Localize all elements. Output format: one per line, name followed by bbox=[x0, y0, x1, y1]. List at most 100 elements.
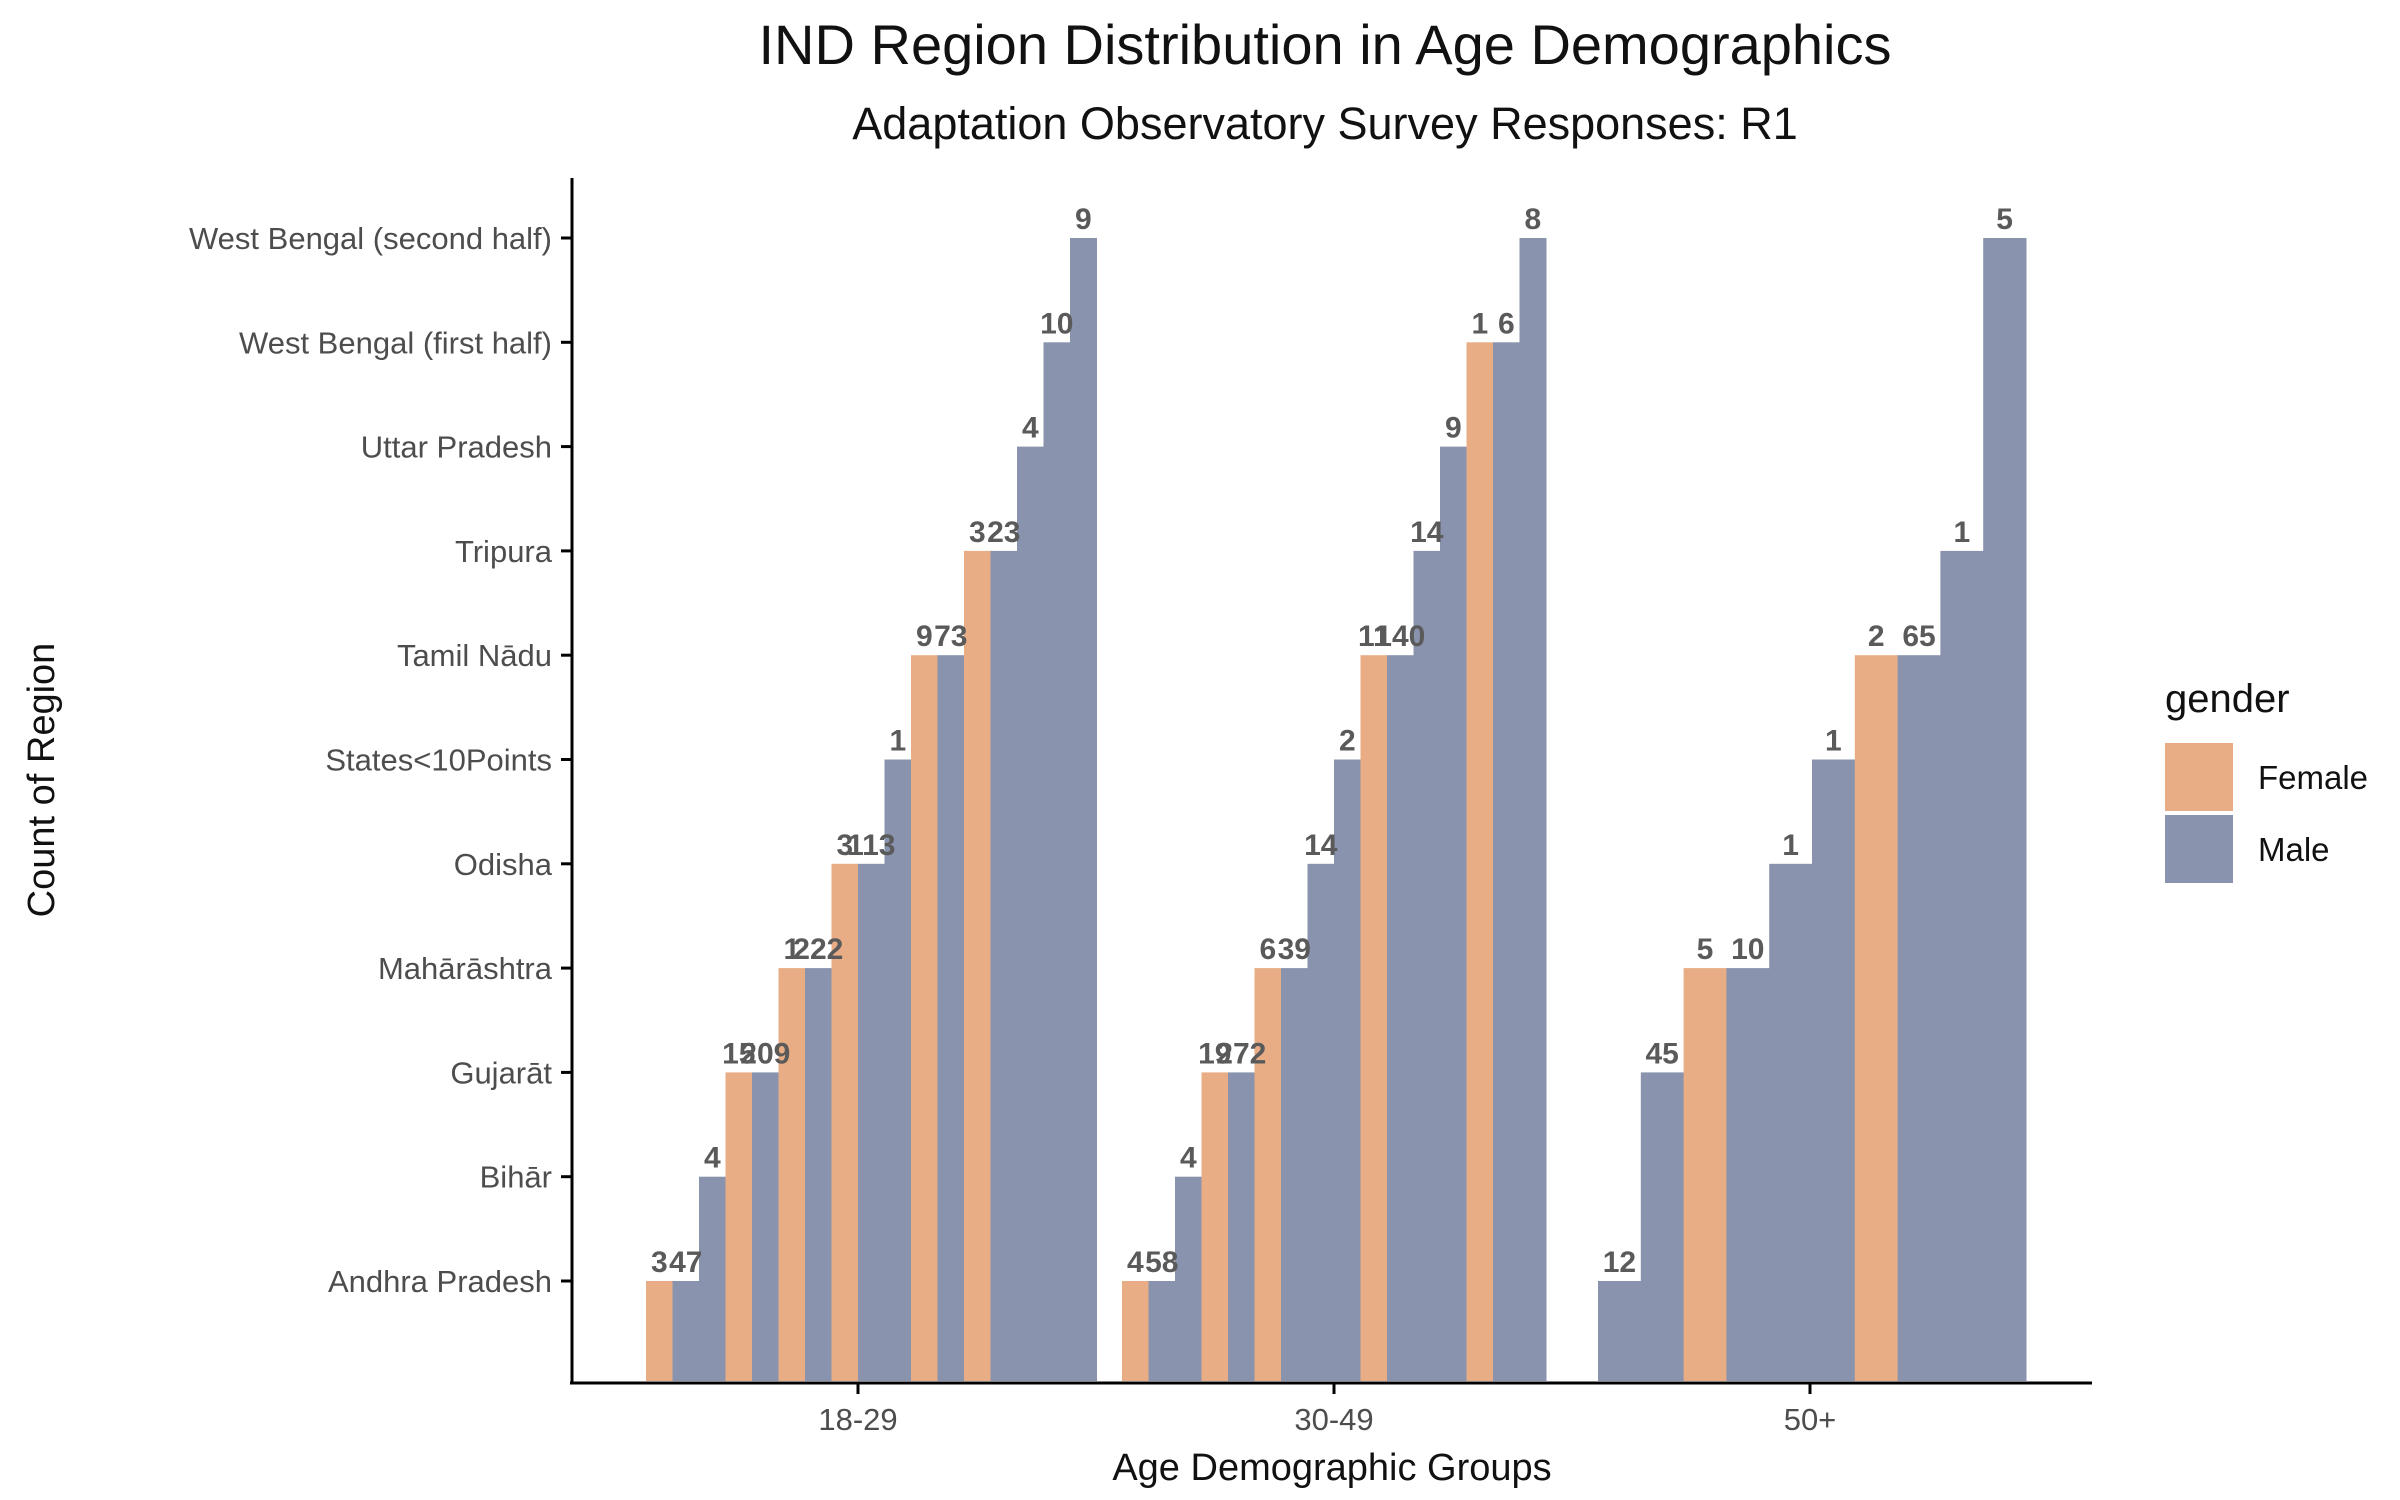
bar-18-29-gujar-t-female bbox=[725, 1072, 753, 1381]
bar-18-29-uttar-pradesh-male bbox=[1017, 446, 1044, 1382]
legend-swatch-female bbox=[2165, 743, 2233, 811]
bar-30-49-states-10points-male bbox=[1334, 759, 1361, 1381]
bar-30-49-west-bengal-first-half-male bbox=[1493, 342, 1520, 1381]
bar-18-29-tamil-n-du-male bbox=[937, 655, 965, 1381]
bar-label: 3 bbox=[969, 516, 986, 549]
bar-18-29-west-bengal-second-half-male bbox=[1070, 238, 1097, 1381]
chart-subtitle: Adaptation Observatory Survey Responses:… bbox=[852, 98, 1798, 149]
bars bbox=[646, 238, 2027, 1382]
y-tick-label-bih-r: Bihār bbox=[480, 1160, 552, 1195]
legend-label-male: Male bbox=[2258, 831, 2330, 868]
bar-18-29-mah-r-shtra-female bbox=[778, 968, 806, 1381]
bar-18-29-states-10points-male bbox=[884, 759, 912, 1381]
bar-label: 10 bbox=[1731, 933, 1764, 966]
bar-30-49-tamil-n-du-male bbox=[1387, 655, 1414, 1381]
bar-label: 113 bbox=[847, 829, 895, 862]
bar-label: 4 bbox=[704, 1142, 721, 1175]
bar-label: 8 bbox=[1524, 203, 1541, 236]
y-tick-label-west-bengal-first-half: West Bengal (first half) bbox=[239, 325, 552, 360]
bar-50-mah-r-shtra-female bbox=[1683, 968, 1727, 1381]
bar-label: 5 bbox=[1697, 933, 1714, 966]
bar-label: 23 bbox=[987, 516, 1020, 549]
bar-label: 3 bbox=[651, 1246, 668, 1279]
y-axis-title: Count of Region bbox=[21, 643, 63, 918]
x-tick-label-50: 50+ bbox=[1784, 1402, 1837, 1437]
x-tick-label-18-29: 18-29 bbox=[818, 1402, 897, 1437]
bar-18-29-mah-r-shtra-male bbox=[805, 968, 832, 1381]
legend-swatch-male bbox=[2165, 815, 2233, 883]
legend-title: gender bbox=[2165, 677, 2290, 721]
bar-label: 9 bbox=[1075, 203, 1092, 236]
bar-label: 140 bbox=[1375, 620, 1425, 653]
bar-label: 1 bbox=[1825, 725, 1842, 758]
bar-label: 6 bbox=[1259, 933, 1276, 966]
bar-18-29-odisha-male bbox=[858, 863, 885, 1381]
bar-50-tamil-n-du-female bbox=[1854, 655, 1899, 1381]
bar-label: 58 bbox=[1145, 1246, 1178, 1279]
bar-label: 272 bbox=[1216, 1037, 1266, 1070]
bar-50-mah-r-shtra-male bbox=[1726, 968, 1770, 1381]
bar-label: 11 bbox=[1358, 620, 1390, 653]
bar-30-49-mah-r-shtra-female bbox=[1254, 968, 1282, 1381]
y-tick-label-gujar-t: Gujarāt bbox=[450, 1055, 552, 1090]
bar-30-49-west-bengal-second-half-male bbox=[1519, 238, 1547, 1381]
x-axis-title: Age Demographic Groups bbox=[1112, 1447, 1551, 1489]
x-tick-label-30-49: 30-49 bbox=[1294, 1402, 1373, 1437]
bar-30-49-odisha-male bbox=[1307, 863, 1335, 1381]
bar-50-gujar-t-male bbox=[1640, 1072, 1685, 1381]
legend: gender Female Male bbox=[2165, 677, 2368, 883]
y-tick-label-odisha: Odisha bbox=[454, 847, 553, 882]
bar-label: 6 bbox=[1498, 307, 1515, 340]
bar-label: 19 bbox=[1198, 1037, 1231, 1070]
bar-18-29-odisha-female bbox=[831, 863, 859, 1381]
bar-label: 47 bbox=[669, 1246, 702, 1279]
bar-50-states-10points-male bbox=[1812, 759, 1856, 1381]
y-tick-label-west-bengal-second-half: West Bengal (second half) bbox=[189, 221, 552, 256]
bar-50-andhra-pradesh-male bbox=[1598, 1281, 1642, 1381]
bar-label: 2 bbox=[1339, 725, 1356, 758]
bar-18-29-tamil-n-du-female bbox=[911, 655, 938, 1381]
bar-label: 2 bbox=[1868, 620, 1885, 653]
bar-50-tamil-n-du-male bbox=[1897, 655, 1941, 1381]
bar-label: 1 bbox=[1953, 516, 1970, 549]
bar-label: 65 bbox=[1902, 620, 1935, 653]
bar-label: 4 bbox=[1180, 1142, 1197, 1175]
bar-label: 14 bbox=[1304, 829, 1338, 862]
bar-18-29-west-bengal-first-half-male bbox=[1043, 342, 1071, 1381]
bar-18-29-tripura-male bbox=[990, 550, 1018, 1381]
y-tick-label-tamil-n-du: Tamil Nādu bbox=[397, 638, 552, 673]
y-tick-label-andhra-pradesh: Andhra Pradesh bbox=[328, 1264, 552, 1299]
bar-label: 1 bbox=[1471, 307, 1488, 340]
bar-18-29-andhra-pradesh-female bbox=[646, 1281, 673, 1381]
bar-label: 45 bbox=[1646, 1037, 1679, 1070]
bar-30-49-tamil-n-du-female bbox=[1360, 655, 1388, 1381]
bar-30-49-mah-r-shtra-male bbox=[1281, 968, 1308, 1381]
bar-label: 15 bbox=[722, 1037, 755, 1070]
y-tick-label-tripura: Tripura bbox=[455, 534, 553, 569]
bar-18-29-tripura-female bbox=[964, 550, 991, 1381]
bar-50-west-bengal-second-half-male bbox=[1983, 238, 2027, 1381]
bar-label: 1 bbox=[783, 933, 800, 966]
bar-30-49-tripura-male bbox=[1413, 550, 1441, 1381]
legend-label-female: Female bbox=[2258, 759, 2368, 796]
bar-label: 14 bbox=[1410, 516, 1444, 549]
bar-label: 1 bbox=[1782, 829, 1799, 862]
bar-label: 73 bbox=[934, 620, 967, 653]
x-axis-ticks: 18-29 30-49 50+ bbox=[818, 1383, 1836, 1437]
bar-label: 209 bbox=[740, 1037, 790, 1070]
chart-title: IND Region Distribution in Age Demograph… bbox=[758, 13, 1892, 76]
bar-label: 3 bbox=[836, 829, 853, 862]
bar-30-49-andhra-pradesh-male bbox=[1148, 1281, 1176, 1381]
bar-18-29-andhra-pradesh-male bbox=[672, 1281, 700, 1381]
y-tick-label-states-10points: States<10Points bbox=[325, 743, 552, 778]
bar-30-49-uttar-pradesh-male bbox=[1440, 446, 1467, 1382]
y-tick-label-mah-r-shtra: Mahārāshtra bbox=[378, 951, 553, 986]
bar-30-49-bih-r-male bbox=[1175, 1176, 1202, 1381]
bar-18-29-bih-r-male bbox=[699, 1176, 726, 1381]
bar-50-tripura-male bbox=[1940, 550, 1984, 1381]
bar-label: 222 bbox=[793, 933, 843, 966]
bar-30-49-andhra-pradesh-female bbox=[1122, 1281, 1149, 1381]
bar-50-odisha-male bbox=[1769, 863, 1813, 1381]
